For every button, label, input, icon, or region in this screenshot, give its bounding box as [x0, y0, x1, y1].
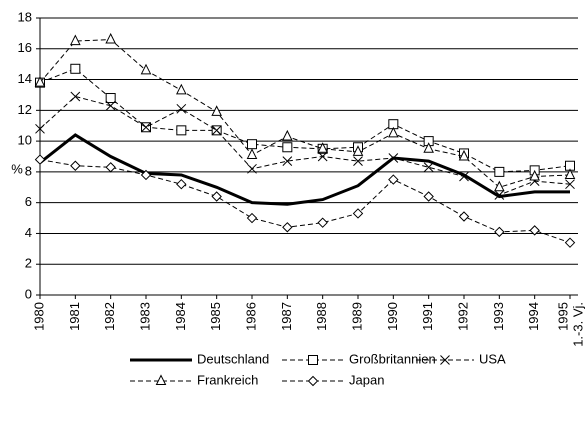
- marker: [317, 217, 328, 228]
- marker: [307, 375, 319, 387]
- marker: [176, 178, 187, 190]
- marker: [247, 139, 257, 150]
- x-tick-label: 1989: [349, 302, 364, 331]
- y-tick-label: 4: [25, 225, 32, 240]
- y-tick-label: 12: [18, 102, 32, 117]
- marker: [282, 222, 293, 233]
- y-tick-label: 2: [25, 256, 32, 271]
- marker: [352, 145, 364, 156]
- marker: [155, 374, 167, 385]
- marker: [423, 142, 434, 153]
- y-tick-label: 8: [25, 163, 32, 178]
- legend-label: Deutschland: [197, 351, 269, 366]
- x-tick-label: 1984: [173, 302, 188, 331]
- marker: [176, 83, 187, 95]
- series-line: [39, 159, 571, 244]
- marker: [282, 129, 293, 141]
- marker: [388, 126, 399, 138]
- marker: [565, 179, 575, 190]
- marker: [308, 355, 318, 365]
- y-axis-label: %: [11, 161, 23, 176]
- marker: [211, 125, 222, 136]
- x-tick-label: 1993: [491, 302, 506, 331]
- marker: [70, 91, 81, 102]
- marker: [140, 169, 152, 181]
- marker: [70, 63, 81, 74]
- y-tick-label: 18: [18, 9, 32, 24]
- marker: [529, 169, 540, 181]
- marker: [211, 191, 222, 202]
- marker: [282, 156, 293, 166]
- marker: [35, 123, 45, 134]
- marker: [70, 34, 81, 46]
- x-tick-label: 1983: [137, 302, 152, 331]
- marker: [105, 100, 116, 111]
- marker: [317, 142, 328, 153]
- marker: [353, 156, 363, 166]
- marker: [176, 103, 187, 114]
- x-tick-label: 1994: [526, 302, 541, 331]
- marker: [176, 125, 187, 136]
- x-tick-label: 1981: [67, 302, 82, 331]
- x-tick-label: 1985: [208, 302, 223, 331]
- marker: [458, 149, 470, 161]
- marker: [564, 168, 576, 179]
- marker: [246, 212, 258, 224]
- marker: [317, 151, 328, 162]
- series-line: [39, 133, 570, 206]
- y-tick-label: 16: [18, 40, 32, 55]
- series-line: [39, 39, 571, 188]
- marker: [105, 162, 116, 173]
- marker: [34, 76, 46, 87]
- y-tick-label: 10: [18, 133, 32, 148]
- marker: [352, 208, 364, 219]
- x-tick-label: 1988: [314, 302, 329, 331]
- marker: [423, 191, 434, 202]
- legend-label: Großbritannien: [349, 351, 436, 366]
- legend-label: Japan: [349, 372, 384, 387]
- marker: [459, 171, 469, 182]
- marker: [494, 226, 505, 238]
- y-tick-label: 14: [18, 71, 32, 86]
- marker: [211, 105, 222, 116]
- legend-label: USA: [479, 351, 506, 366]
- x-tick-label: 1992: [455, 302, 470, 331]
- x-tick-label: 1987: [279, 302, 294, 331]
- series-line: [39, 95, 571, 196]
- marker: [494, 180, 505, 192]
- x-tick-label: 1986: [243, 302, 258, 331]
- marker: [247, 163, 257, 174]
- x-tick-label: 1991: [420, 302, 435, 331]
- marker: [494, 190, 505, 200]
- marker: [458, 211, 470, 222]
- x-tick-label: 1982: [102, 302, 117, 331]
- annotation: 1.-3. Vj.: [570, 302, 585, 347]
- series-line: [39, 68, 571, 173]
- marker: [141, 122, 151, 133]
- y-tick-label: 0: [25, 286, 32, 301]
- marker: [105, 32, 116, 44]
- y-tick-label: 6: [25, 194, 32, 209]
- legend-label: Frankreich: [197, 372, 258, 387]
- marker: [70, 160, 81, 171]
- x-tick-label: 1980: [31, 302, 46, 331]
- marker: [34, 154, 46, 165]
- marker: [529, 225, 540, 236]
- marker: [246, 148, 258, 159]
- marker: [564, 237, 576, 248]
- marker: [494, 166, 505, 177]
- x-tick-label: 1995: [555, 302, 570, 331]
- marker: [423, 162, 434, 173]
- marker: [140, 63, 152, 75]
- x-tick-label: 1990: [385, 302, 400, 331]
- marker: [440, 355, 450, 365]
- marker: [105, 93, 116, 104]
- marker: [388, 153, 399, 163]
- marker: [282, 142, 293, 153]
- marker: [388, 174, 399, 185]
